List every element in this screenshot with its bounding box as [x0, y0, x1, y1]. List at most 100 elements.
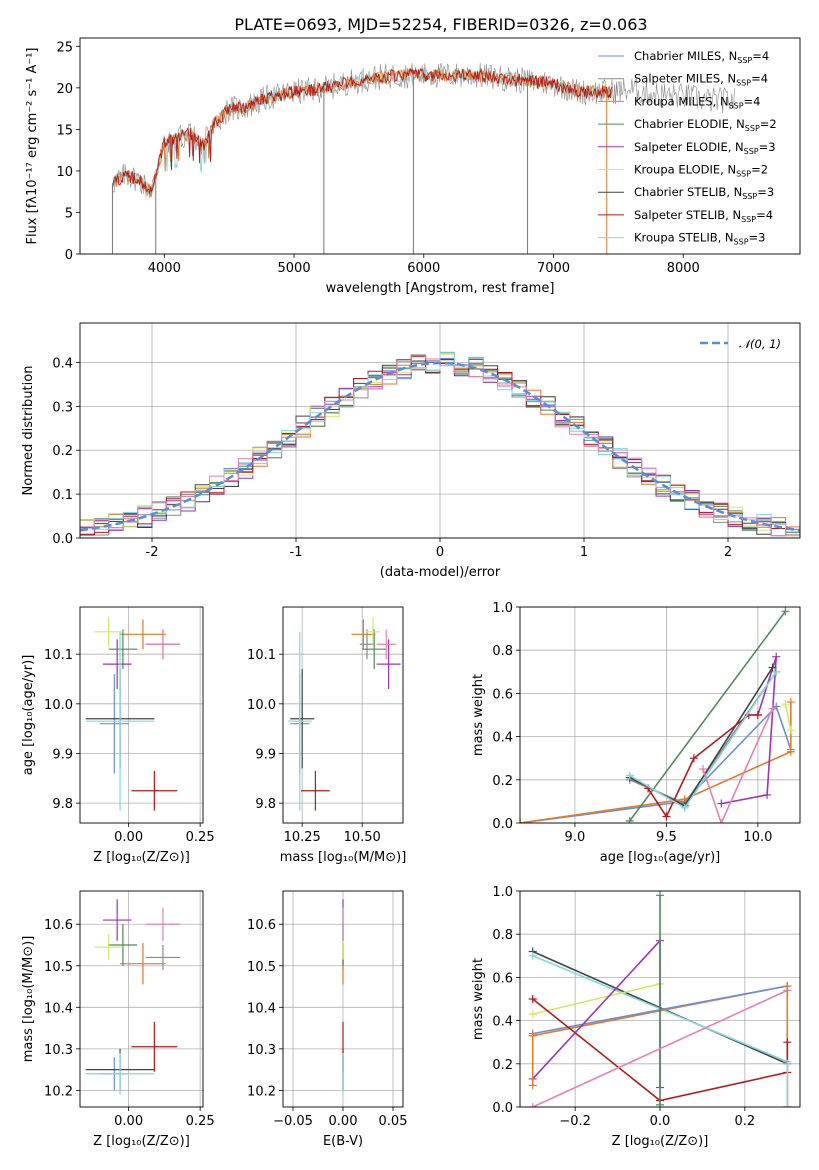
weight_vs_age-frame [519, 606, 801, 824]
residuals-ytick-label-2: 0.2 [52, 444, 73, 459]
weight-age-marker-kroupa_elodie-0 [781, 700, 790, 709]
mass_vs_ebv-xlabel: E(B-V) [323, 1134, 363, 1149]
weight-age-marker-kroupa_stelib-0 [625, 771, 634, 780]
spectrum-legend-label-3: Chabrier ELODIE, NSSP=2 [634, 117, 777, 133]
weight_vs_age-ytick-label-2: 0.4 [492, 731, 513, 746]
spectrum-legend-label-1: Salpeter MILES, NSSP=4 [634, 72, 768, 88]
weight_vs_z-ytick-label-0: 0.0 [492, 1101, 513, 1116]
spectrum-legend-label-5: Kroupa ELODIE, NSSP=2 [634, 163, 768, 179]
age_vs_mass-xtick-label-0: 10.25 [284, 830, 321, 845]
weight-z-marker-1-0 [528, 951, 537, 960]
weight-z-line-8 [532, 989, 788, 1107]
spectrum-ytick-label-2: 10 [56, 165, 73, 180]
mass_vs_z-ylabel: mass [log₁₀(M/M⊙)] [21, 936, 36, 1063]
weight-age-marker-chabrier_stelib-2 [768, 663, 777, 672]
mass_vs_z-xtick-label-0: 0.00 [114, 1114, 143, 1129]
mass_vs_ebv-ytick-label-3: 10.5 [247, 960, 276, 975]
residuals-ytick-label-3: 0.3 [52, 400, 73, 415]
weight_vs_z-xtick-label-1: 0.0 [650, 1114, 671, 1129]
weight-age-marker-extra_pink-1 [717, 819, 726, 823]
weight-age-marker-kroupa_miles-3 [786, 698, 795, 707]
age_vs_mass-ytick-label-0: 9.8 [255, 797, 276, 812]
weight-z-marker-9-1 [528, 1031, 537, 1040]
spectrum-legend-label-7: Salpeter STELIB, NSSP=4 [634, 208, 773, 224]
weight_vs_age-ytick-label-4: 0.8 [492, 644, 513, 659]
weight-age-marker-salpeter_stelib-2 [689, 754, 698, 763]
spectrum-legend-label-6: Chabrier STELIB, NSSP=3 [634, 185, 774, 201]
mass_vs_z-plot [85, 899, 181, 1095]
age_vs_z-xtick-label-0: 0.00 [114, 830, 143, 845]
spectrum-ytick-label-3: 15 [56, 123, 73, 138]
spectrum-series-3 [111, 67, 613, 195]
weight_vs_age-ylabel: mass weight [471, 674, 486, 756]
weight_vs_age-ytick-label-3: 0.6 [492, 687, 513, 702]
weight_vs_z-xtick-label-0: −0.2 [559, 1114, 591, 1129]
weight_vs_z-xlabel: Z [log₁₀(Z/Z⊙)] [612, 1134, 709, 1149]
mass_vs_ebv-frame [282, 890, 404, 1108]
age_vs_z-frame [79, 606, 204, 824]
mass_vs_ebv-xtick-label-2: 0.05 [379, 1114, 408, 1129]
mass_vs_z-ytick-label-4: 10.6 [44, 918, 73, 933]
age_vs_z-xlabel: Z [log₁₀(Z/Z⊙)] [93, 850, 190, 865]
weight-age-marker-kroupa_stelib-1 [680, 803, 689, 812]
weight_vs_z-ytick-label-4: 0.8 [492, 928, 513, 943]
weight-z-marker-12-1 [783, 1059, 792, 1068]
residuals-ytick-label-0: 0.0 [52, 532, 73, 547]
mass_vs_ebv-ytick-label-0: 10.2 [247, 1084, 276, 1099]
age_vs_z-ytick-label-3: 10.1 [44, 648, 73, 663]
spectrum-ytick-label-0: 0 [65, 248, 73, 263]
weight_vs_z-ytick-label-3: 0.6 [492, 971, 513, 986]
age_vs_z-axes [80, 607, 203, 823]
age_vs_mass-frame [282, 606, 404, 824]
spectrum-legend-label-2: Kroupa MILES, NSSP=4 [634, 94, 760, 110]
gauss-curve [80, 361, 800, 532]
mass_vs_z-ytick-label-3: 10.5 [44, 960, 73, 975]
weight-age-line-chabrier_miles [520, 704, 792, 823]
residuals-xtick-label-0: -2 [146, 545, 159, 560]
weight-age-line-salpeter_miles [629, 671, 777, 805]
residuals-xtick-label-1: -1 [290, 545, 303, 560]
weight-z-marker-11-1 [783, 1038, 792, 1047]
mass_vs_z-frame [79, 890, 204, 1108]
weight-z-marker-2-0 [528, 1010, 537, 1019]
residuals-ytick-label-4: 0.4 [52, 356, 73, 371]
mass_vs_ebv-ytick-label-1: 10.3 [247, 1043, 276, 1058]
spectrum-ytick-label-5: 25 [56, 40, 73, 55]
weight-age-marker-extra_pink-2 [768, 704, 777, 713]
weight_vs_z-ylabel: mass weight [471, 958, 486, 1040]
weight-age-line-chabrier_elodie [629, 610, 787, 822]
age_vs_z-ytick-label-0: 9.8 [52, 797, 73, 812]
weight_vs_age-ytick-label-0: 0.0 [492, 817, 513, 832]
weight-age-marker-salpeter_elodie-1 [763, 790, 772, 799]
weight-age-marker-chabrier_elodie-1 [781, 607, 790, 616]
spectrum-title: PLATE=0693, MJD=52254, FIBERID=0326, z=0… [234, 15, 647, 34]
weight-z-marker-12-0 [783, 1103, 792, 1107]
weight-age-marker-salpeter_elodie-0 [717, 799, 726, 808]
age_vs_z-ytick-label-1: 9.9 [52, 747, 73, 762]
weight-z-marker-9-0 [528, 1081, 537, 1090]
spectrum-ytick-label-1: 5 [65, 206, 73, 221]
mass_vs_z-ytick-label-1: 10.3 [44, 1043, 73, 1058]
age_vs_z-ylabel: age [log₁₀(age/yr)] [21, 655, 36, 776]
mass_vs_ebv-xtick-label-0: −0.05 [273, 1114, 313, 1129]
age_vs_mass-ytick-label-1: 9.9 [255, 747, 276, 762]
weight-z-line-2 [532, 983, 661, 1015]
weight-age-marker-salpeter_stelib-1 [662, 812, 671, 821]
residuals-xtick-label-2: 0 [436, 545, 444, 560]
weight_vs_age-ytick-label-5: 1.0 [492, 601, 513, 616]
spectrum-frame [79, 37, 801, 255]
weight_vs_age-xtick-label-2: 10.0 [743, 830, 772, 845]
weight_vs_z-ytick-label-5: 1.0 [492, 885, 513, 900]
spectrum-ylabel: Flux [fλ10⁻¹⁷ erg cm⁻² s⁻¹ A⁻¹] [25, 48, 40, 245]
weight-z-marker-7-0 [656, 1100, 664, 1107]
weight_vs_z-ytick-label-2: 0.4 [492, 1015, 513, 1030]
spectrum-legend-label-0: Chabrier MILES, NSSP=4 [634, 49, 769, 65]
weight_vs_age-xtick-label-1: 9.5 [656, 830, 677, 845]
spectrum-xlabel: wavelength [Angstrom, rest frame] [326, 281, 555, 296]
weight-age-line-kroupa_elodie [784, 704, 792, 731]
mass_vs_ebv-ytick-label-4: 10.6 [247, 918, 276, 933]
weight-z-marker-7-1 [656, 891, 664, 900]
spectrum-xtick-label-4: 8000 [667, 261, 700, 276]
weight_vs_z-frame [519, 890, 801, 1108]
